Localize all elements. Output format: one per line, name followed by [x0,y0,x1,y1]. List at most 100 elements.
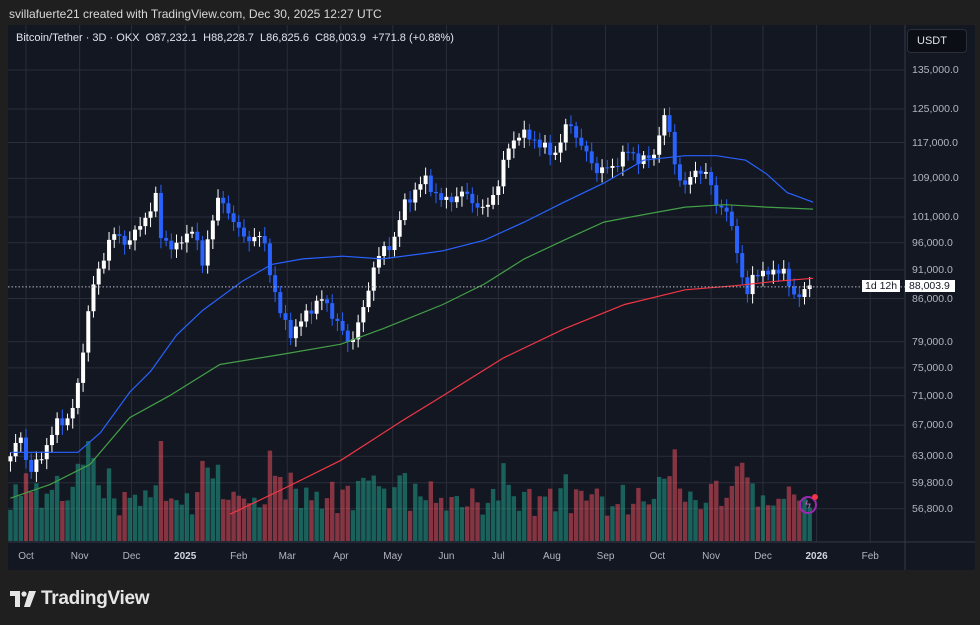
volume-bar [490,488,496,541]
volume-bar [381,488,387,541]
candle-body [485,204,490,207]
volume-bar [39,507,44,541]
volume-bar [703,502,709,541]
volume-bar [573,489,579,541]
price-chart[interactable] [8,25,975,570]
low-value: L86,825.6 [260,32,309,44]
volume-bar [428,481,434,541]
candle-body [439,193,444,200]
volume-bar [361,477,366,541]
candle-body [677,164,682,181]
candle-body [683,180,688,185]
volume-bar [44,493,49,541]
currency-selector[interactable]: USDT [907,29,967,53]
volume-bar [646,504,651,541]
candle-body [221,197,226,204]
candle-body [714,185,719,206]
volume-bar [542,496,548,541]
volume-bar [272,475,278,541]
volume-bar [781,498,786,541]
volume-bar [610,506,615,541]
candle-body [688,177,693,185]
candle-body [408,199,413,203]
candle-body [138,226,143,230]
candle-body [719,205,724,208]
candle-body [527,129,532,140]
candle-body [532,139,537,141]
volume-bar [750,483,755,541]
volume-bar [407,510,413,541]
volume-bar [760,495,766,541]
volume-bar [506,484,511,541]
time-tick: Mar [278,551,296,562]
candle-body [299,321,304,327]
volume-bar [8,509,13,541]
candle-body [610,165,615,168]
volume-bar [625,514,631,541]
candle-body [29,459,34,472]
volume-bar [262,504,267,541]
volume-bar [667,476,672,541]
candle-body [34,459,39,472]
volume-bar [179,504,184,541]
volume-bar [724,497,729,541]
candle-body [563,124,568,143]
volume-bar [579,490,584,541]
candle-body [543,142,547,148]
candle-body [273,275,278,293]
volume-bar [631,503,636,541]
volume-bar [402,473,408,541]
volume-bar [682,501,688,541]
volume-bar [729,486,735,541]
candle-body [60,418,65,426]
volume-bar [148,497,153,541]
time-tick: 2026 [805,551,828,562]
close-value: C88,003.9 [315,32,366,44]
volume-bar [791,494,797,541]
candle-body [646,155,651,159]
candle-body [434,191,439,194]
candle-body [475,203,480,208]
candle-body [262,236,267,244]
candle-body [667,115,672,132]
candle-body [709,172,714,186]
volume-bar [293,488,299,541]
lightning-icon[interactable]: ϟ [799,496,817,514]
volume-bar [797,500,802,541]
price-tick: 56,800.0 [912,502,953,515]
candle-body [589,151,594,164]
time-tick: Oct [18,551,34,562]
candle-body [267,243,272,276]
volume-bar [195,492,200,541]
candle-body [257,236,262,238]
candle-body [786,268,791,287]
volume-bar [96,485,101,541]
chart-panel[interactable] [8,25,975,570]
time-tick: 2025 [174,551,197,562]
volume-bar [345,485,350,541]
candle-body [39,459,44,461]
candle-body [371,267,376,291]
volume-bar [127,497,132,541]
candle-body [693,170,698,178]
price-tick: 79,000.0 [912,335,953,348]
candle-body [65,418,70,426]
candle-body [703,172,708,174]
volume-bar [568,513,574,541]
candle-body [605,167,610,169]
candle-body [444,196,449,200]
last-price: 88,003.9 [909,280,950,292]
volume-bar [397,475,402,541]
volume-bar [641,501,646,541]
candle-body [13,442,18,457]
candle-body [158,192,163,239]
time-tick: Jun [438,551,455,562]
candle-body [252,237,257,242]
candle-body [283,313,288,320]
moving-average-line [229,277,814,515]
time-tick: Jul [491,551,505,562]
volume-bar [651,498,657,541]
volume-bar [298,508,304,541]
time-tick: Dec [754,551,772,562]
volume-bar [563,474,568,541]
